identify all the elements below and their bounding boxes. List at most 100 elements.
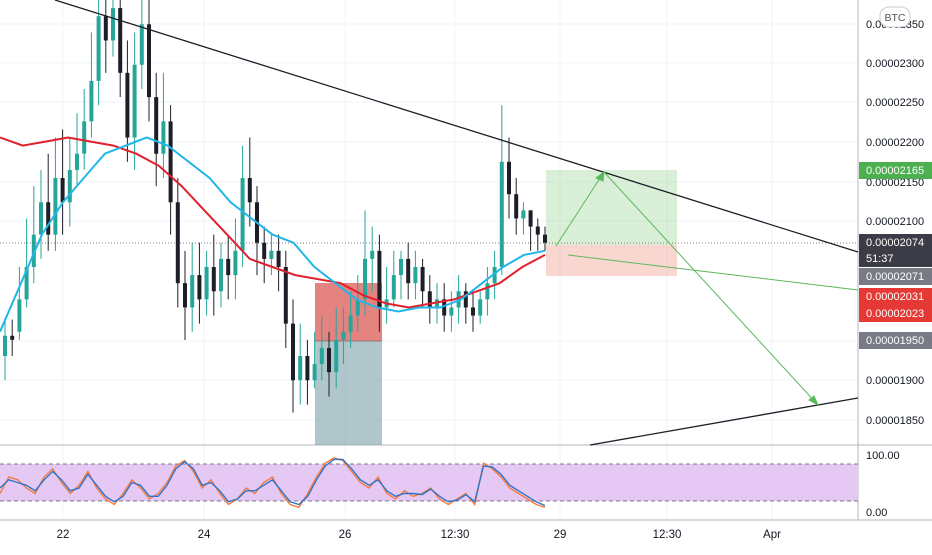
candle-body[interactable] [211,267,216,292]
candle-body[interactable] [291,323,295,381]
candle-body[interactable] [492,267,497,284]
candle-body[interactable] [341,331,346,340]
candle-body[interactable] [370,250,375,259]
candle-body[interactable] [31,234,36,267]
time-axis[interactable]: 22 24 26 12:30 29 12:30 Apr [57,529,782,541]
candle-body[interactable] [449,307,454,316]
candle-body[interactable] [399,258,403,276]
candle-body[interactable] [413,267,418,284]
short-stop-zone[interactable] [315,283,382,341]
candle-body[interactable] [485,283,490,300]
candle-body[interactable] [406,258,411,284]
candlestick-series[interactable] [3,0,547,413]
candle-body[interactable] [53,178,58,235]
candle-body[interactable] [60,178,65,203]
candle-body[interactable] [67,169,72,203]
candle-body[interactable] [363,258,367,300]
candle-body[interactable] [118,8,123,73]
candle-body[interactable] [233,250,238,276]
candle-body[interactable] [499,161,504,267]
symbol-badge[interactable]: BTC [879,6,911,28]
moving-average-blue[interactable] [0,136,546,333]
projection-arrows[interactable] [555,170,859,407]
candle-body[interactable] [319,347,324,365]
candle-body[interactable] [204,267,209,300]
candle-body[interactable] [24,267,29,300]
candle-body[interactable] [262,242,267,259]
candle-body[interactable] [226,258,231,276]
candle-body[interactable] [89,80,94,122]
candle-body[interactable] [103,16,108,41]
candle-body[interactable] [46,202,51,235]
arrow-head-up [595,170,605,182]
candle-body[interactable] [183,283,187,308]
candle-body[interactable] [82,121,87,154]
candle-body[interactable] [269,250,274,259]
candle-body[interactable] [471,307,475,316]
short-target-zone[interactable] [315,341,382,445]
candle-body[interactable] [111,8,115,41]
time-axis-label: 22 [57,529,70,541]
candle-body[interactable] [327,347,331,373]
candle-body[interactable] [420,267,425,292]
candle-body[interactable] [543,234,547,243]
projection-arrow-side[interactable] [567,254,859,291]
candle-body[interactable] [355,299,360,316]
candle-body[interactable] [154,97,159,154]
price-tag-bg [859,268,932,285]
candle-body[interactable] [75,153,79,170]
candle-body[interactable] [305,356,310,381]
candle-body[interactable] [39,202,43,235]
candle-body[interactable] [3,335,7,356]
candle-body[interactable] [312,364,317,381]
candle-body[interactable] [161,121,166,154]
candle-body[interactable] [247,178,252,203]
long-target-zone[interactable] [546,170,677,245]
price-tag-label: 0.00002031 [866,291,924,303]
candle-body[interactable] [528,210,533,227]
candle-body[interactable] [427,291,432,308]
moving-average-red[interactable] [0,136,546,309]
candle-body[interactable] [521,210,526,219]
candle-body[interactable] [478,299,483,316]
candle-body[interactable] [507,161,511,195]
candle-body[interactable] [197,275,202,300]
projection-arrow-up[interactable] [555,171,605,247]
candle-body[interactable] [147,24,151,98]
candle-body[interactable] [125,72,130,138]
candle-body[interactable] [96,16,101,81]
price-tag-bg [859,234,932,251]
candle-body[interactable] [334,339,339,373]
candle-body[interactable] [175,202,180,284]
price-axis-label: 0.00002300 [866,58,924,70]
candle-body[interactable] [17,299,22,332]
price-tag-bg [859,288,932,305]
candle-body[interactable] [391,275,396,300]
candle-body[interactable] [463,291,468,308]
time-axis-label: 24 [198,529,211,541]
candle-body[interactable] [283,267,288,324]
short-position-tool[interactable] [315,283,382,445]
candle-body[interactable] [377,250,382,308]
candle-body[interactable] [348,315,353,332]
candle-body[interactable] [219,258,223,292]
candle-body[interactable] [276,250,281,267]
candle-body[interactable] [10,335,15,340]
descending-trendline[interactable] [54,0,859,253]
candle-body[interactable] [190,275,195,308]
candle-body[interactable] [132,64,137,138]
candle-body[interactable] [442,299,447,316]
candle-body[interactable] [535,226,540,235]
candle-body[interactable] [168,121,173,203]
candle-body[interactable] [240,178,245,251]
candle-body[interactable] [139,24,144,65]
candle-body[interactable] [514,194,519,219]
long-position-tool[interactable] [546,170,677,276]
price-axis-label: 0.00002150 [866,177,924,189]
ascending-trendline[interactable] [589,397,859,446]
oscillator-k-line[interactable] [0,458,546,507]
projection-arrow-down[interactable] [603,171,819,406]
candle-body[interactable] [298,356,303,381]
